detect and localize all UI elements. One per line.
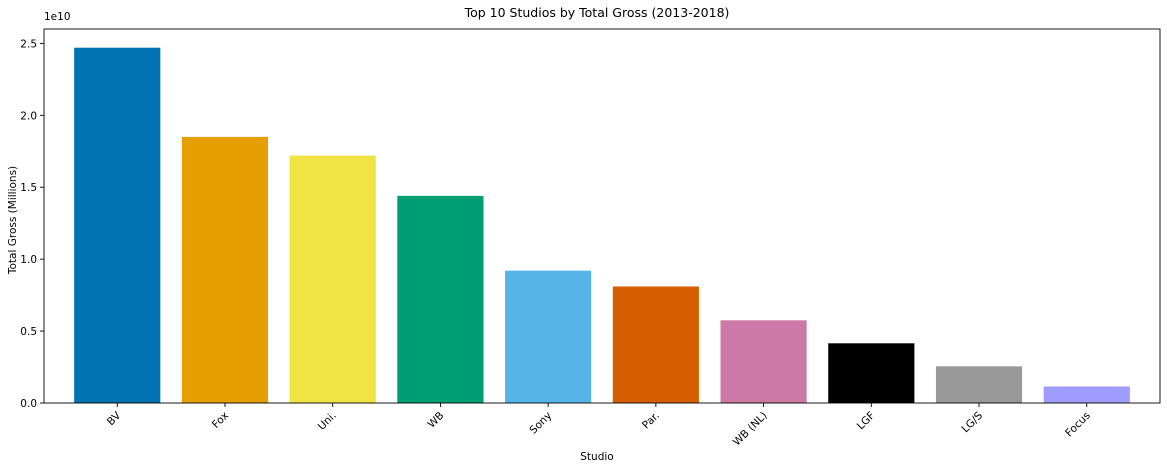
x-tick-label: Par. bbox=[640, 410, 662, 432]
x-tick-label: Fox bbox=[210, 410, 231, 431]
y-tick-label: 0.0 bbox=[20, 398, 37, 410]
bar-3 bbox=[397, 195, 484, 403]
plot-area-frame bbox=[43, 28, 1161, 404]
bar-0 bbox=[74, 47, 161, 403]
x-tick-label: LG/S bbox=[960, 409, 986, 435]
x-tick-label: BV bbox=[105, 409, 124, 428]
x-tick-label: WB (NL) bbox=[731, 410, 770, 449]
bar-4 bbox=[505, 270, 592, 403]
y-tick-label: 1.5 bbox=[20, 182, 37, 194]
bar-7 bbox=[828, 343, 915, 403]
x-tick-label: WB bbox=[426, 410, 447, 431]
x-tick-label: Sony bbox=[527, 410, 554, 437]
bar-8 bbox=[935, 366, 1023, 403]
bar-1 bbox=[181, 136, 269, 403]
bar-2 bbox=[289, 155, 376, 403]
bar-6 bbox=[720, 320, 807, 403]
y-tick-label: 1.0 bbox=[20, 254, 37, 266]
y-offset-label: 1e10 bbox=[44, 11, 71, 23]
bar-5 bbox=[612, 286, 699, 403]
y-axis-label: Total Gross (Millions) bbox=[7, 166, 19, 275]
chart-title: Top 10 Studios by Total Gross (2013-2018… bbox=[464, 5, 730, 20]
y-tick-label: 0.5 bbox=[20, 326, 37, 338]
x-tick-label: Focus bbox=[1063, 410, 1093, 440]
x-tick-label: LGF bbox=[855, 410, 878, 433]
y-tick-label: 2.0 bbox=[20, 110, 37, 122]
y-tick-label: 2.5 bbox=[20, 38, 37, 50]
x-axis-label: Studio bbox=[580, 451, 613, 463]
x-tick-label: Uni. bbox=[316, 410, 339, 433]
bar-9 bbox=[1043, 386, 1130, 403]
